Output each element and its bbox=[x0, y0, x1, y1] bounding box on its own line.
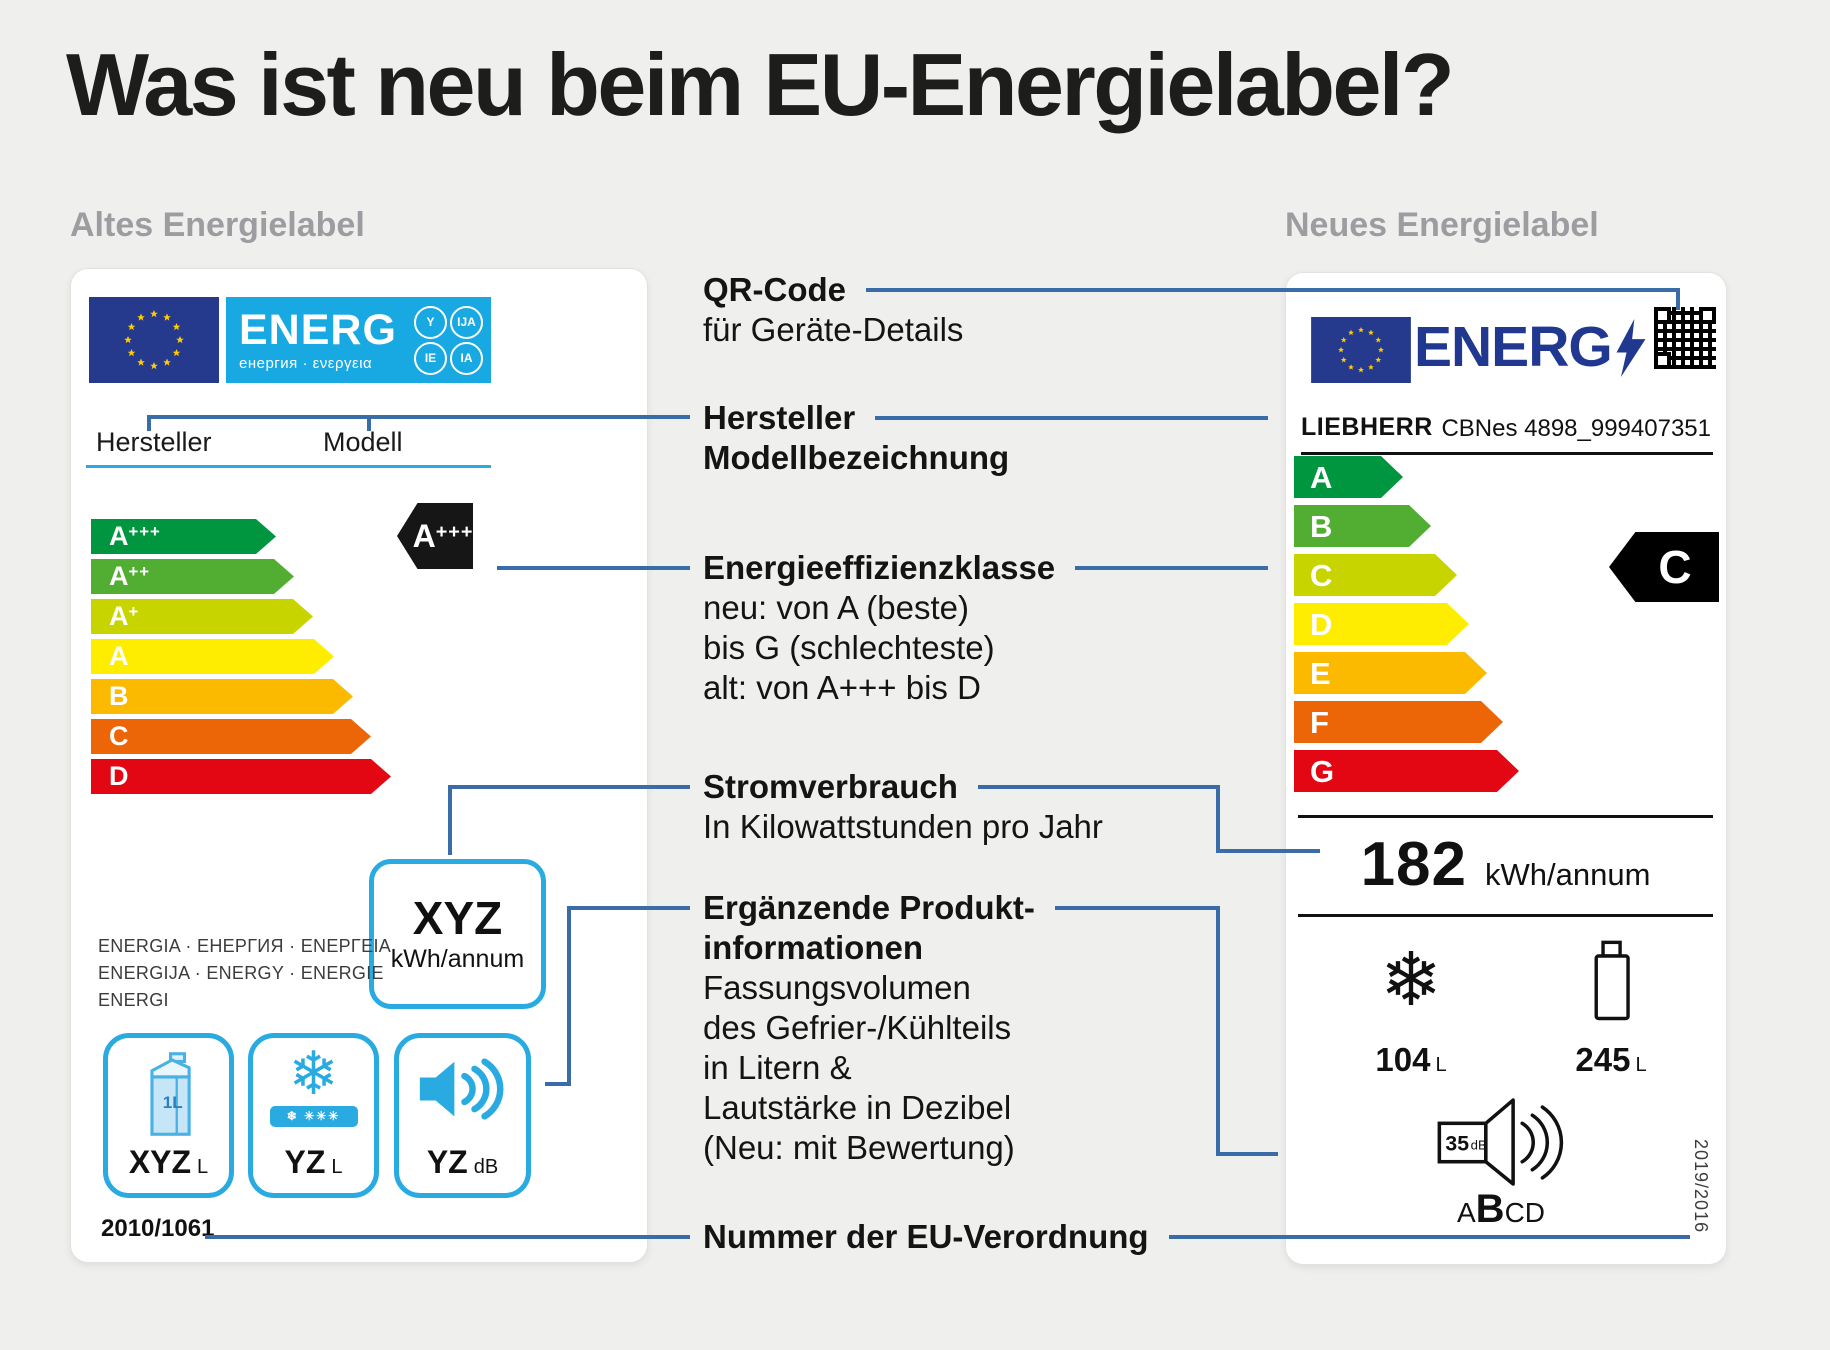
connector-product-info-right-end bbox=[1216, 1152, 1278, 1156]
connector-product-info-right-drop bbox=[1216, 906, 1220, 1156]
energ-logo: ENERG bbox=[1414, 319, 1646, 377]
connector-consumption-right bbox=[1216, 849, 1320, 853]
model-identifier: CBNes 4898_999407351 bbox=[1441, 415, 1711, 442]
energ-logo: ENERG енергия · ενεργεια Y IJA IE IA bbox=[226, 297, 491, 383]
connector-regulation-line bbox=[1168, 1235, 1690, 1239]
manufacturer-field: Hersteller bbox=[96, 427, 212, 457]
old-label-heading: Altes Energielabel bbox=[70, 206, 365, 244]
class-arrow-a+: A+ bbox=[91, 599, 313, 634]
connector-manufacturer-bracket bbox=[147, 415, 690, 419]
connector-qr-elbow bbox=[1676, 288, 1680, 310]
freezer-volume: 104 L bbox=[1375, 1041, 1447, 1078]
svg-text:dB: dB bbox=[1471, 1138, 1487, 1153]
class-arrow-c: C bbox=[91, 719, 371, 754]
class-arrow-d: D bbox=[91, 759, 391, 794]
milk-carton-icon: 1L bbox=[149, 1052, 191, 1136]
separator-line bbox=[1298, 914, 1713, 917]
bottle-icon bbox=[1594, 940, 1630, 1021]
connector-manufacturer-line bbox=[875, 416, 1268, 420]
manufacturer-name: LIEBHERR bbox=[1301, 413, 1433, 441]
efficiency-scale-new: A B C D E F G bbox=[1294, 456, 1519, 799]
rated-class-badge-old: A+++ bbox=[397, 503, 473, 569]
annotation-product-info: Ergänzende Produkt- informationen Fassun… bbox=[703, 888, 1220, 1168]
connector-bracket-tick bbox=[367, 415, 371, 431]
eu-flag-icon bbox=[89, 297, 219, 383]
lightning-bolt-icon bbox=[1616, 319, 1646, 377]
annotation-qr-code: QR-Code für Geräte-Details bbox=[703, 270, 1680, 350]
connector-consumption-left bbox=[448, 785, 690, 789]
rated-class-badge-new: C bbox=[1609, 532, 1719, 602]
connector-consumption-line bbox=[977, 785, 1220, 789]
svg-text:1L: 1L bbox=[162, 1093, 182, 1112]
connector-bracket-tick bbox=[147, 415, 151, 431]
annotation-regulation: Nummer der EU-Verordnung bbox=[703, 1217, 1690, 1257]
energ-language-suffixes: Y IJA IE IA bbox=[414, 305, 483, 375]
class-arrow-d: D bbox=[1294, 603, 1469, 645]
consumption-unit: kWh/annum bbox=[390, 944, 525, 973]
model-field: Modell bbox=[323, 427, 403, 457]
separator-line bbox=[1298, 815, 1713, 818]
class-arrow-f: F bbox=[1294, 701, 1503, 743]
suffix-badge: Y bbox=[414, 305, 447, 339]
multilingual-energy-text: ENERGIA · ЕНЕРГИЯ · ΕΝΕΡΓΕΙΑ ENERGIJA · … bbox=[98, 936, 392, 1010]
consumption-value: 182 bbox=[1360, 830, 1468, 899]
new-label-heading: Neues Energielabel bbox=[1285, 206, 1599, 244]
connector-consumption-left-drop bbox=[448, 785, 452, 855]
class-arrow-a: A bbox=[91, 639, 334, 674]
connector-efficiency-left bbox=[497, 566, 690, 570]
connector-product-info-left-drop bbox=[567, 906, 571, 1086]
noise-box-old: YZ dB bbox=[394, 1033, 531, 1198]
freezer-rating-badge: ❄ ✳✳✳ bbox=[269, 1106, 358, 1127]
snowflake-icon: ❄ bbox=[1379, 938, 1442, 1021]
speaker-icon bbox=[419, 1058, 503, 1120]
class-arrow-a: A bbox=[1294, 456, 1403, 498]
regulation-number-old: 2010/1061 bbox=[101, 1215, 215, 1242]
annotation-manufacturer: Hersteller Modellbezeichnung bbox=[703, 398, 1268, 478]
suffix-badge: IA bbox=[450, 341, 483, 375]
brand-underline bbox=[1301, 452, 1713, 455]
connector-product-info-left bbox=[567, 906, 690, 910]
svg-text:35: 35 bbox=[1445, 1133, 1469, 1156]
connector-qr-line bbox=[866, 288, 1680, 292]
consumption-row: 182 kWh/annum bbox=[1298, 829, 1713, 900]
class-arrow-b: B bbox=[1294, 505, 1431, 547]
qr-code bbox=[1654, 307, 1716, 369]
field-underline bbox=[86, 465, 491, 468]
suffix-badge: IJA bbox=[450, 305, 483, 339]
suffix-badge: IE bbox=[414, 341, 447, 375]
fridge-volume: 245 L bbox=[1575, 1041, 1647, 1078]
connector-regulation-left bbox=[205, 1235, 690, 1239]
connector-product-info-line bbox=[1054, 906, 1220, 910]
efficiency-scale-old: A+++ A++ A+ A B C D bbox=[91, 519, 391, 799]
connector-product-info-left-end bbox=[545, 1082, 571, 1086]
regulation-number-new: 2019/2016 bbox=[1691, 1139, 1711, 1234]
class-arrow-a++: A++ bbox=[91, 559, 294, 594]
consumption-unit: kWh/annum bbox=[1485, 857, 1651, 892]
speaker-icon: 35 dB bbox=[1437, 1098, 1564, 1186]
class-arrow-b: B bbox=[91, 679, 353, 714]
connector-efficiency-line bbox=[1075, 566, 1268, 570]
fridge-volume-box-old: 1L XYZ L bbox=[103, 1033, 234, 1198]
old-energy-label-card: ENERG енергия · ενεργεια Y IJA IE IA Her… bbox=[70, 268, 648, 1263]
energ-wordmark: ENERG bbox=[1414, 315, 1613, 379]
page-title: Was ist neu beim EU-Energielabel? bbox=[66, 35, 1455, 134]
consumption-box-old: XYZ kWh/annum bbox=[369, 859, 546, 1009]
consumption-value: XYZ bbox=[412, 891, 503, 944]
class-arrow-g: G bbox=[1294, 750, 1519, 792]
class-arrow-c: C bbox=[1294, 554, 1457, 596]
noise-rating-scale: ABCD bbox=[1456, 1187, 1546, 1231]
eu-flag-icon bbox=[1311, 317, 1411, 383]
snowflake-icon: ❄ bbox=[288, 1040, 339, 1107]
new-energy-label-card: ENERG LIEBHERR CBNes 4898_999407351 A B … bbox=[1285, 272, 1727, 1265]
energ-wordmark: ENERG bbox=[239, 305, 397, 354]
annotation-consumption: Stromverbrauch In Kilowattstunden pro Ja… bbox=[703, 767, 1220, 847]
annotation-efficiency-class: Energieeffizienzklasse neu: von A (beste… bbox=[703, 548, 1268, 708]
connector-consumption-right-drop bbox=[1216, 785, 1220, 853]
class-arrow-e: E bbox=[1294, 652, 1487, 694]
energ-subtitle: енергия · ενεργεια bbox=[239, 354, 373, 372]
freezer-volume-box-old: ❄ ❄ ✳✳✳ YZ L bbox=[248, 1033, 379, 1198]
class-arrow-a+++: A+++ bbox=[91, 519, 276, 554]
